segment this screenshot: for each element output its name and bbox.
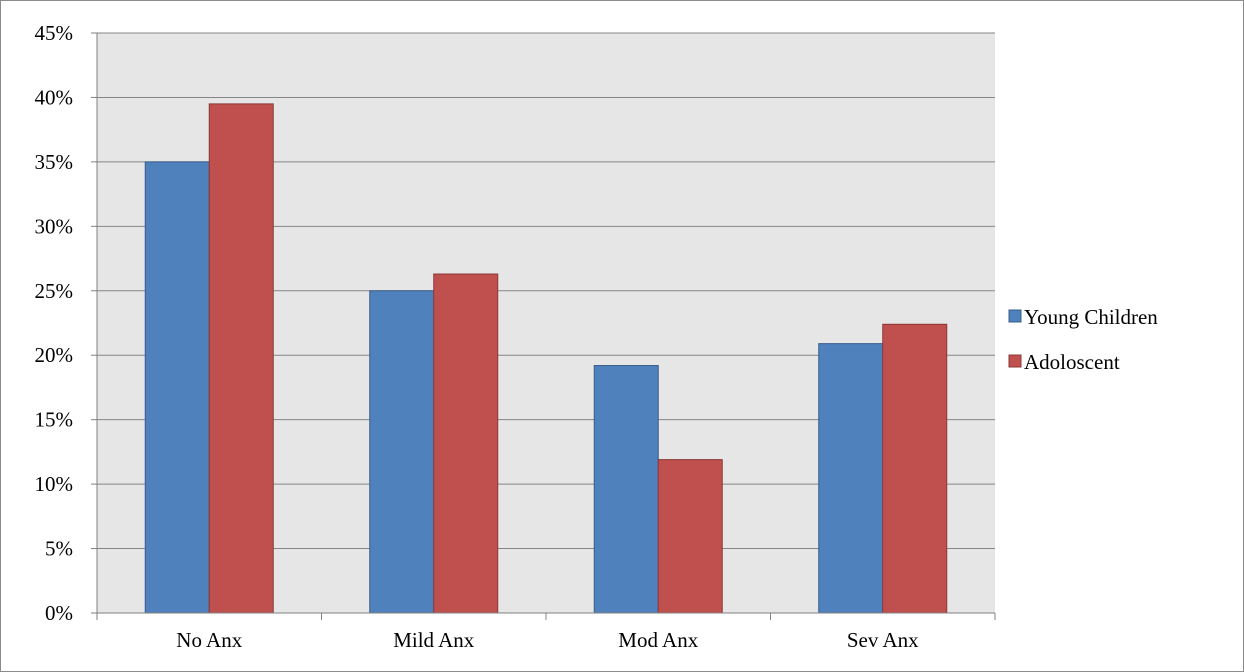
legend: Young Children Adoloscent (1008, 305, 1158, 374)
y-tick-label: 10% (35, 472, 74, 496)
x-tick-label: Sev Anx (847, 628, 919, 652)
bars (144, 103, 948, 614)
legend-label: Adoloscent (1024, 350, 1120, 374)
y-tick-label: 5% (45, 537, 73, 561)
bar-adoloscent (657, 459, 723, 614)
axes (91, 32, 996, 620)
y-tick-label: 35% (35, 150, 74, 174)
y-tick-label: 45% (35, 21, 74, 45)
bar-young-children (144, 161, 210, 614)
x-tick-label: No Anx (176, 628, 242, 652)
x-tick-label: Mild Anx (393, 628, 475, 652)
x-tick-label: Mod Anx (618, 628, 698, 652)
y-tick-label: 20% (35, 343, 74, 367)
bar-adoloscent (208, 103, 274, 614)
legend-swatch (1008, 309, 1022, 323)
y-tick-label: 40% (35, 85, 74, 109)
bar-young-children (369, 290, 435, 614)
y-tick-label: 15% (35, 408, 74, 432)
bar-adoloscent (882, 323, 948, 614)
x-tick-labels: No Anx Mild Anx Mod Anx Sev Anx (176, 628, 919, 652)
y-tick-labels: 0% 5% 10% 15% 20% 25% 30% 35% 40% 45% (35, 21, 74, 625)
bar-young-children (593, 365, 659, 614)
bar-young-children (818, 343, 884, 614)
bar-adoloscent (433, 273, 499, 614)
y-tick-label: 25% (35, 279, 74, 303)
legend-label: Young Children (1024, 305, 1158, 329)
legend-swatch (1008, 354, 1022, 368)
y-tick-label: 0% (45, 601, 73, 625)
y-tick-label: 30% (35, 214, 74, 238)
